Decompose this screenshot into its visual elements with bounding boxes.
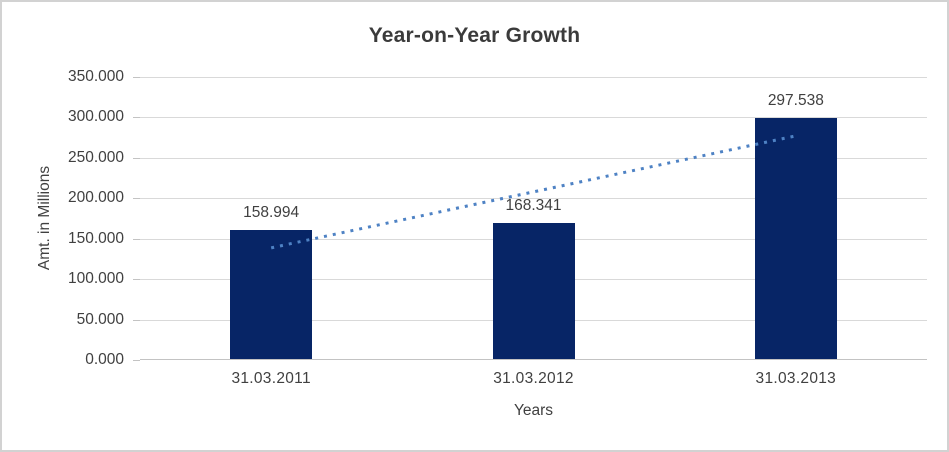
y-axis-tick-mark xyxy=(133,319,140,321)
y-axis-tick-mark xyxy=(133,279,140,281)
y-tick-label: 50.000 xyxy=(76,310,124,328)
y-axis-tick-mark xyxy=(133,157,140,159)
x-axis-title: Years xyxy=(513,402,554,419)
y-axis-tick-mark xyxy=(133,77,140,78)
x-tick-label: 31.03.2011 xyxy=(231,370,311,387)
y-axis-title: Amt. in Millions xyxy=(36,165,53,271)
y-tick-label: 100.000 xyxy=(67,270,124,288)
y-tick-label: 150.000 xyxy=(67,229,124,247)
bar-31.03.2011 xyxy=(230,230,313,359)
x-tick-label: 31.03.2012 xyxy=(493,370,574,387)
plot-area: 158.994 168.341 297.538 xyxy=(133,77,927,361)
bar-data-label: 158.994 xyxy=(243,204,300,222)
y-tick-label: 250.000 xyxy=(67,148,124,166)
y-axis-tick-mark xyxy=(133,198,140,200)
gridline xyxy=(140,117,927,119)
bar-data-label: 168.341 xyxy=(505,196,562,214)
y-tick-label: 350.000 xyxy=(67,68,124,85)
bar-31.03.2012 xyxy=(492,222,575,359)
x-tick-label: 31.03.2013 xyxy=(755,370,837,387)
y-axis-tick-mark xyxy=(133,117,140,119)
bar-31.03.2013 xyxy=(754,118,837,359)
chart-title: Year-on-Year Growth xyxy=(368,24,581,47)
gridline xyxy=(140,77,927,78)
bar-data-label: 297.538 xyxy=(767,92,824,110)
y-tick-label: 300.000 xyxy=(67,108,124,126)
y-axis-tick-mark xyxy=(133,238,140,240)
y-axis-tick-mark xyxy=(133,360,140,361)
y-tick-label: 200.000 xyxy=(67,189,124,207)
y-tick-label: 0.000 xyxy=(85,351,124,368)
